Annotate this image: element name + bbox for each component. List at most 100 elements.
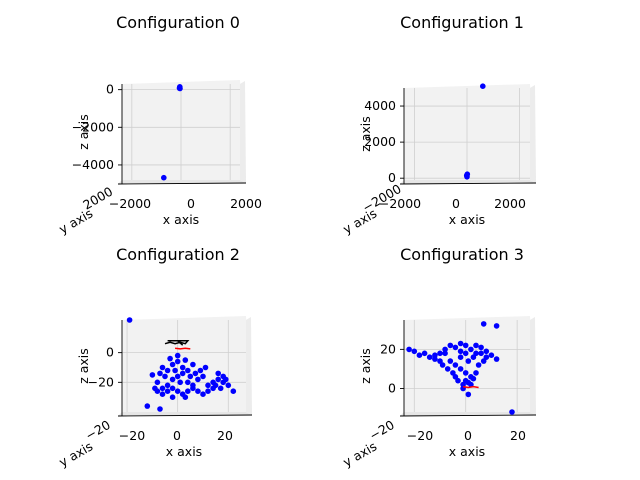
chart-title: Configuration 3 xyxy=(400,245,524,264)
data-point xyxy=(174,352,181,359)
data-point xyxy=(432,352,438,359)
data-point xyxy=(462,377,469,384)
data-point xyxy=(215,370,221,377)
data-point xyxy=(172,367,178,374)
data-point xyxy=(197,367,204,374)
data-point xyxy=(164,382,171,389)
data-point xyxy=(465,391,472,398)
data-point xyxy=(473,370,479,376)
data-point xyxy=(421,350,428,357)
data-point xyxy=(167,355,173,362)
side-pane xyxy=(530,317,536,415)
data-point xyxy=(432,356,438,362)
x-tick-label: −20 xyxy=(407,428,433,443)
data-point xyxy=(452,374,459,380)
data-point xyxy=(217,385,224,392)
data-point xyxy=(480,83,486,89)
data-point xyxy=(457,340,464,347)
data-point xyxy=(202,364,209,371)
z-tick-label: 20 xyxy=(380,341,396,356)
z-tick-label: 0 xyxy=(388,170,396,185)
x-tick-label: −20 xyxy=(119,428,145,443)
data-point xyxy=(177,379,183,386)
x-axis-line xyxy=(399,182,537,185)
data-point xyxy=(442,350,448,357)
x-axis-line xyxy=(117,414,253,417)
x-tick-label: −2000 xyxy=(379,196,421,211)
data-point xyxy=(185,388,191,395)
chart-panel-0: Configuration 00−2000−4000−2000 0 20002000… xyxy=(56,13,262,237)
x-axis-line xyxy=(117,182,247,185)
data-point xyxy=(480,321,487,327)
data-point xyxy=(468,381,474,388)
data-point xyxy=(468,346,474,353)
x-tick-label: 0 xyxy=(464,428,472,443)
data-point xyxy=(195,376,201,383)
data-point xyxy=(475,362,482,368)
data-point xyxy=(200,391,206,398)
data-point xyxy=(447,342,454,349)
data-point xyxy=(493,356,500,362)
x-tick-label: 0 xyxy=(452,196,460,211)
data-point xyxy=(457,366,464,372)
data-point xyxy=(157,370,163,377)
data-point xyxy=(411,348,418,355)
data-point xyxy=(215,376,221,383)
data-point xyxy=(464,171,471,177)
data-point xyxy=(493,323,500,329)
data-point xyxy=(473,350,479,357)
data-point xyxy=(152,385,158,392)
data-point xyxy=(154,379,161,386)
data-point xyxy=(470,375,477,382)
z-axis-label: z axis xyxy=(76,114,91,150)
x-tick-label: 20 xyxy=(217,428,233,443)
data-point xyxy=(195,388,201,395)
side-pane xyxy=(246,317,252,415)
chart-title: Configuration 0 xyxy=(116,13,240,32)
data-point xyxy=(223,376,229,383)
data-point xyxy=(442,346,448,353)
z-tick-label: 0 xyxy=(106,345,114,360)
data-point xyxy=(478,344,484,351)
data-point xyxy=(473,342,479,349)
data-point xyxy=(437,350,443,357)
series-line xyxy=(462,385,479,389)
data-point xyxy=(174,373,181,380)
data-point xyxy=(509,409,515,415)
data-point xyxy=(169,394,176,401)
data-point xyxy=(164,388,171,395)
side-pane xyxy=(240,81,246,183)
data-point xyxy=(149,372,156,378)
data-point xyxy=(437,358,443,364)
z-axis-label: z axis xyxy=(358,348,373,384)
data-point xyxy=(169,376,176,383)
data-point xyxy=(185,367,191,374)
x-tick-label: 20 xyxy=(510,428,526,443)
x-tick-label: 2000 xyxy=(494,196,526,211)
data-point xyxy=(190,361,196,368)
data-point xyxy=(200,373,206,380)
data-point xyxy=(406,346,412,353)
y-axis-label: y axis xyxy=(56,206,95,237)
y-axis-label: y axis xyxy=(56,439,95,470)
data-point xyxy=(162,373,168,380)
data-point xyxy=(462,342,469,349)
data-point xyxy=(212,382,219,389)
data-point xyxy=(444,366,451,372)
x-axis-label: x axis xyxy=(449,212,485,227)
x-tick-label: 0 xyxy=(173,428,181,443)
data-point xyxy=(169,361,176,368)
data-point xyxy=(488,352,495,359)
data-point xyxy=(187,373,194,380)
x-tick-label: −2000 xyxy=(109,196,151,211)
data-point xyxy=(190,385,196,392)
data-point xyxy=(164,367,171,374)
data-point xyxy=(126,317,133,323)
data-point xyxy=(174,358,181,365)
data-point xyxy=(182,357,189,363)
data-point xyxy=(452,344,459,351)
data-point xyxy=(457,354,464,361)
data-point xyxy=(483,348,490,355)
data-point xyxy=(465,358,472,364)
